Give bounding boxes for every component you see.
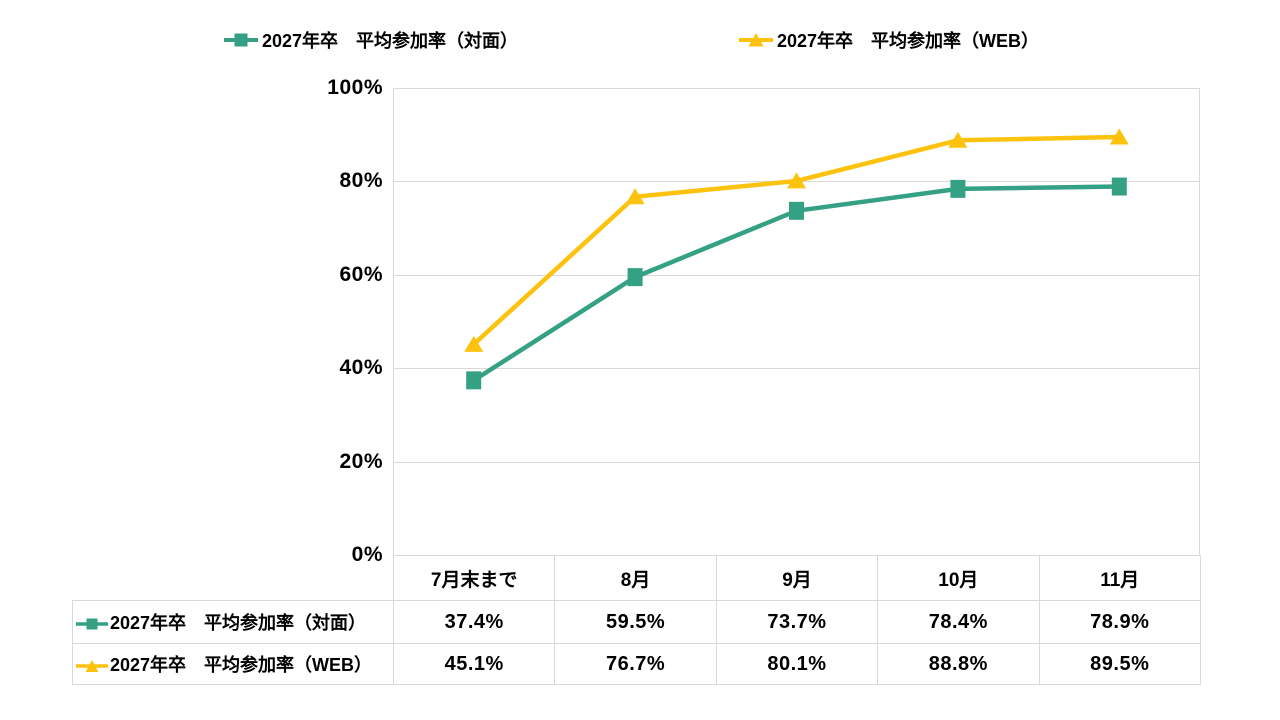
marker-square <box>789 201 804 220</box>
y-tick-label: 80% <box>339 169 383 193</box>
marker-triangle <box>948 131 968 148</box>
table-value: 37.4% <box>392 600 556 644</box>
table-value: 78.4% <box>877 600 1040 644</box>
line-triangle-marker-icon <box>76 660 108 673</box>
y-tick-label: 100% <box>327 76 383 99</box>
y-tick-label: 0% <box>351 543 383 566</box>
table-row-label-text: 2027年卒 平均参加率（WEB） <box>110 655 373 675</box>
marker-triangle <box>787 172 806 189</box>
y-tick-label: 20% <box>339 449 383 473</box>
x-axis-label: 11月 <box>1038 555 1201 601</box>
table-value: 45.1% <box>392 643 556 685</box>
data-table: 7月末まで 8月 9月 10月 11月 2027年卒 平均参加率（対面） 37.4% 59.5… <box>72 555 1201 685</box>
marker-square <box>1111 177 1127 196</box>
x-axis-label: 9月 <box>715 555 879 601</box>
x-axis-label: 7月末まで <box>392 555 556 601</box>
table-value: 73.7% <box>715 600 879 644</box>
x-axis-label: 8月 <box>554 555 717 601</box>
table-value: 76.7% <box>554 643 717 685</box>
table-value: 80.1% <box>715 643 879 685</box>
table-row-label-text: 2027年卒 平均参加率（対面） <box>110 613 367 633</box>
legend-item-taimen: 2027年卒 平均参加率（対面） <box>224 27 518 53</box>
plot-area <box>393 88 1200 555</box>
legend-label: 2027年卒 平均参加率（対面） <box>262 31 519 51</box>
line-triangle-marker-icon <box>739 33 773 47</box>
x-axis-label: 10月 <box>877 555 1040 601</box>
marker-triangle <box>625 188 645 205</box>
table-row: 2027年卒 平均参加率（WEB） 45.1% 76.7% 80.1% 88.8% 89.… <box>72 643 1201 685</box>
line-square-marker-icon <box>224 33 258 47</box>
marker-square <box>950 179 966 198</box>
marker-square <box>466 371 482 390</box>
table-row: 2027年卒 平均参加率（対面） 37.4% 59.5% 73.7% 78.4% 78.9… <box>72 600 1201 644</box>
y-tick-label: 60% <box>339 262 383 286</box>
table-value: 88.8% <box>877 643 1040 685</box>
table-row-label: 2027年卒 平均参加率（WEB） <box>72 643 394 685</box>
series-line-web <box>471 134 1122 347</box>
legend-item-web: 2027年卒 平均参加率（WEB） <box>739 27 1039 53</box>
table-row-label: 2027年卒 平均参加率（対面） <box>72 600 394 644</box>
marker-triangle <box>1109 128 1129 145</box>
marker-square <box>627 268 643 287</box>
legend-label: 2027年卒 平均参加率（WEB） <box>777 31 1040 51</box>
table-value: 89.5% <box>1038 643 1201 685</box>
y-tick-label: 40% <box>339 356 383 380</box>
table-corner-blank <box>73 556 394 601</box>
table-value: 59.5% <box>554 600 717 644</box>
line-square-marker-icon <box>76 618 108 630</box>
marker-triangle <box>464 335 484 352</box>
table-value: 78.9% <box>1038 600 1201 644</box>
